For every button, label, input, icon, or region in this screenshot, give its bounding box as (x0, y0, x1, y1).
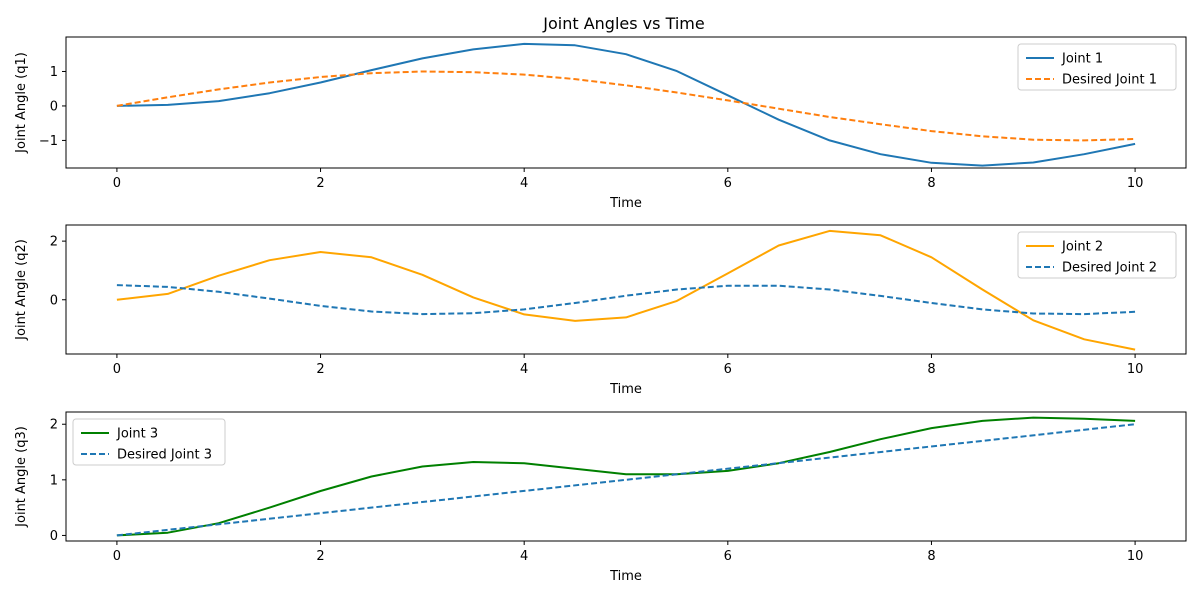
x-tick-label: 10 (1127, 549, 1144, 564)
figure-title: Joint Angles vs Time (542, 14, 704, 33)
legend-label: Joint 2 (1061, 240, 1103, 255)
x-tick-label: 8 (927, 362, 935, 377)
y-tick-label: 2 (50, 235, 58, 250)
legend-label: Desired Joint 2 (1062, 261, 1157, 276)
axes-frame (65, 411, 1187, 542)
x-tick-label: 0 (113, 176, 121, 191)
x-tick-label: 0 (113, 362, 121, 377)
y-axis-label: Joint Angle (q2) (14, 239, 29, 341)
x-tick-label: 4 (520, 549, 528, 564)
series-line-3-1 (116, 416, 1136, 537)
legend-label: Joint 1 (1061, 52, 1103, 67)
subplot-3: 0 2 4 6 8 10 0 1 2 Time Joint Angle (q3) Joint 3 Des… (14, 411, 1187, 584)
legend-box (1017, 43, 1177, 91)
x-axis-label: Time (609, 196, 642, 211)
y-tick-label: 2 (50, 418, 58, 433)
x-axis-label: Time (609, 382, 642, 397)
axes-frame (65, 224, 1187, 355)
axes-frame (65, 36, 1187, 169)
x-tick-label: 2 (316, 549, 324, 564)
series-line-2-1 (116, 229, 1136, 351)
x-tick-label: 4 (520, 176, 528, 191)
legend-label: Desired Joint 3 (117, 448, 212, 463)
subplot-1: 0 2 4 6 8 10 −1 0 1 Time Joint Angle (q1) Joint 1 De… (14, 36, 1187, 211)
x-tick-label: 8 (927, 176, 935, 191)
x-axis-label: Time (609, 569, 642, 584)
series-line-1-1 (116, 42, 1136, 167)
x-tick-label: 10 (1127, 362, 1144, 377)
y-tick-label: 0 (50, 529, 58, 544)
x-tick-label: 6 (724, 176, 732, 191)
y-axis-label: Joint Angle (q3) (14, 426, 29, 528)
x-tick-label: 2 (316, 362, 324, 377)
legend: Joint 2 Desired Joint 2 (1017, 231, 1177, 279)
x-tick-label: 10 (1127, 176, 1144, 191)
legend-label: Joint 3 (116, 427, 158, 442)
series-line-1-2 (116, 70, 1136, 142)
x-tick-label: 8 (927, 549, 935, 564)
x-tick-label: 6 (724, 362, 732, 377)
y-tick-label: −1 (39, 134, 58, 149)
x-tick-label: 4 (520, 362, 528, 377)
legend-box (1017, 231, 1177, 279)
subplot-2: 0 2 4 6 8 10 0 2 Time Joint Angle (q2) Joint 2 Desi… (14, 224, 1187, 397)
x-tick-label: 0 (113, 549, 121, 564)
legend: Joint 3 Desired Joint 3 (72, 418, 226, 466)
x-tick-label: 2 (316, 176, 324, 191)
x-tick-label: 6 (724, 549, 732, 564)
legend: Joint 1 Desired Joint 1 (1017, 43, 1177, 91)
y-tick-label: 0 (50, 99, 58, 114)
y-tick-label: 1 (50, 65, 58, 80)
legend-label: Desired Joint 1 (1062, 73, 1157, 88)
y-tick-label: 0 (50, 293, 58, 308)
y-tick-label: 1 (50, 473, 58, 488)
legend-box (72, 418, 226, 466)
y-axis-label: Joint Angle (q1) (14, 52, 29, 154)
